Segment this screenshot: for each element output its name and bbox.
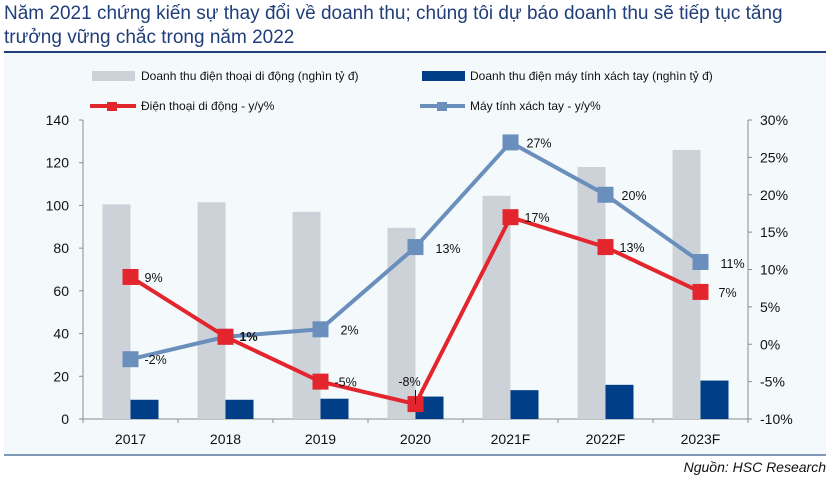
chart-title: Năm 2021 chứng kiến sự thay đổi về doanh…: [4, 3, 783, 48]
laptop-yoy-marker: [692, 254, 709, 271]
bar-laptop-revenue: [700, 380, 729, 419]
x-tick-label: 2018: [210, 431, 241, 447]
laptop-yoy-data-label: 13%: [436, 242, 461, 256]
left-tick-label: 140: [46, 112, 70, 128]
laptop-yoy-data-label: -2%: [145, 353, 167, 367]
right-tick-label: -10%: [760, 411, 793, 427]
right-tick-label: 5%: [760, 299, 780, 315]
right-tick-label: 0%: [760, 336, 780, 352]
laptop-yoy-data-label: 2%: [341, 323, 359, 337]
x-tick-label: 2023F: [681, 431, 721, 447]
phone-yoy-data-label: 13%: [620, 241, 645, 255]
legend-swatch-laptop-revenue: [422, 71, 465, 81]
bar-laptop-revenue: [320, 398, 349, 419]
bar-laptop-revenue: [510, 390, 539, 419]
phone-yoy-marker: [692, 283, 709, 300]
bar-phone-revenue: [482, 195, 511, 419]
phone-yoy-data-label: -5%: [335, 376, 357, 390]
phone-yoy-data-label: 17%: [525, 211, 550, 225]
left-tick-label: 60: [53, 283, 69, 299]
bar-laptop-revenue: [130, 399, 159, 419]
right-tick-label: 15%: [760, 224, 788, 240]
legend-label-laptop-revenue: Doanh thu điện máy tính xách tay (nghìn …: [470, 69, 713, 83]
right-tick-label: 25%: [760, 149, 788, 165]
phone-yoy-marker: [597, 239, 614, 256]
laptop-yoy-marker: [502, 134, 519, 151]
phone-yoy-data-label: 1%: [240, 330, 258, 344]
laptop-yoy-marker: [122, 351, 139, 368]
legend-marker-laptop-yoy: [437, 102, 447, 111]
left-tick-label: 0: [61, 411, 69, 427]
laptop-yoy-marker: [597, 186, 614, 203]
laptop-yoy-data-label: 11%: [721, 257, 745, 271]
bar-phone-revenue: [577, 166, 606, 419]
bar-phone-revenue: [387, 227, 416, 419]
left-tick-label: 20: [53, 368, 69, 384]
legend-label-laptop-yoy: Máy tính xách tay - y/y%: [470, 99, 601, 113]
source-note: Nguồn: HSC Research: [683, 459, 826, 475]
laptop-yoy-data-label: 20%: [622, 189, 647, 203]
right-tick-label: 20%: [760, 187, 788, 203]
laptop-yoy-data-label: 27%: [527, 136, 552, 150]
x-tick-label: 2020: [400, 431, 431, 447]
bar-laptop-revenue: [225, 399, 254, 419]
phone-yoy-marker: [122, 268, 139, 285]
left-tick-label: 120: [46, 155, 70, 171]
x-tick-label: 2021F: [491, 431, 531, 447]
bar-laptop-revenue: [605, 384, 634, 419]
left-tick-label: 40: [53, 326, 69, 342]
phone-yoy-marker: [312, 373, 329, 390]
phone-yoy-data-label: 9%: [145, 271, 163, 285]
legend-label-phone-revenue: Doanh thu điện thoại di động (nghìn tỷ đ…: [141, 69, 359, 83]
bar-phone-revenue: [197, 202, 226, 419]
phone-yoy-marker: [502, 209, 519, 226]
title-divider: [4, 51, 826, 53]
phone-yoy-data-label: -8%: [398, 375, 420, 389]
phone-yoy-data-label: 7%: [719, 286, 737, 300]
left-tick-label: 100: [46, 197, 70, 213]
x-tick-label: 2017: [115, 431, 146, 447]
legend-swatch-phone-revenue: [92, 71, 135, 81]
panel-divider: [4, 454, 826, 456]
legend-marker-phone-yoy: [107, 102, 117, 111]
x-tick-label: 2019: [305, 431, 336, 447]
legend-label-phone-yoy: Điện thoại di động - y/y%: [141, 99, 275, 113]
x-tick-label: 2022F: [586, 431, 626, 447]
right-tick-label: -5%: [760, 374, 785, 390]
right-tick-label: 10%: [760, 262, 788, 278]
bar-phone-revenue: [102, 204, 131, 419]
laptop-yoy-marker: [312, 321, 329, 338]
laptop-yoy-marker: [407, 239, 424, 256]
left-tick-label: 80: [53, 240, 69, 256]
phone-yoy-marker: [217, 328, 234, 345]
right-tick-label: 30%: [760, 112, 788, 128]
